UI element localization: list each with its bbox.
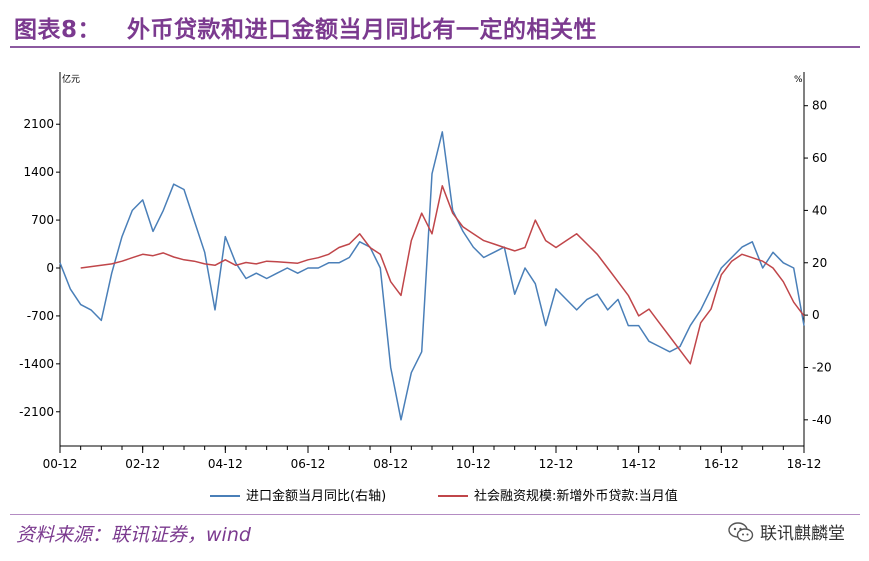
legend-label: 进口金额当月同比(右轴) — [246, 488, 386, 504]
left-tick-label: -700 — [27, 309, 54, 323]
import-yoy-series-line — [59, 131, 805, 421]
x-tick-label: 08-12 — [373, 457, 408, 471]
footer-rule — [10, 514, 860, 515]
x-tick-label: 14-12 — [621, 457, 656, 471]
wechat-icon — [728, 521, 754, 542]
left-tick-label: 2100 — [23, 117, 54, 131]
left-tick-label: 700 — [31, 213, 54, 227]
legend-label: 社会融资规模:新增外币贷款:当月值 — [474, 488, 678, 504]
series-group — [59, 131, 805, 421]
x-tick-label: 06-12 — [291, 457, 326, 471]
left-tick-label: -2100 — [19, 405, 54, 419]
right-tick-label: 80 — [812, 99, 827, 113]
figure-title: 外币贷款和进口金额当月同比有一定的相关性 — [127, 17, 598, 43]
x-tick-label: 02-12 — [125, 457, 160, 471]
left-tick-label: -1400 — [19, 357, 54, 371]
left-tick-label: 0 — [46, 261, 54, 275]
left-axis-unit: 亿元 — [62, 73, 80, 85]
x-tick-label: 10-12 — [456, 457, 491, 471]
x-tick-label: 00-12 — [43, 457, 78, 471]
right-tick-label: -40 — [812, 413, 832, 427]
x-tick-label: 16-12 — [704, 457, 739, 471]
x-tick-label: 18-12 — [787, 457, 822, 471]
x-tick-label: 04-12 — [208, 457, 243, 471]
chart-title: 图表8： 外币贷款和进口金额当月同比有一定的相关性 — [14, 10, 597, 44]
source-note: 资料来源：联讯证券，wind — [16, 524, 251, 546]
right-tick-label: 60 — [812, 151, 827, 165]
brand-name: 联讯麒麟堂 — [760, 524, 845, 544]
legend: 进口金额当月同比(右轴) 社会融资规模:新增外币贷款:当月值 — [210, 488, 678, 504]
right-axis-unit: % — [794, 75, 803, 85]
left-tick-label: 1400 — [23, 165, 54, 179]
right-tick-label: 40 — [812, 203, 827, 217]
right-tick-label: 20 — [812, 256, 827, 270]
brand-badge: 联讯麒麟堂 — [728, 519, 845, 544]
right-tick-label: -20 — [812, 360, 832, 374]
title-rule — [10, 46, 860, 48]
figure-number: 图表8： — [14, 17, 102, 43]
right-tick-label: 0 — [812, 308, 820, 322]
fx-loan-series-line — [80, 185, 805, 365]
axes-group: 亿元 % -2100 -1400 -700 0 700 1400 2100 -40 -20 0 20 40… — [19, 72, 832, 471]
x-tick-label: 12-12 — [539, 457, 574, 471]
